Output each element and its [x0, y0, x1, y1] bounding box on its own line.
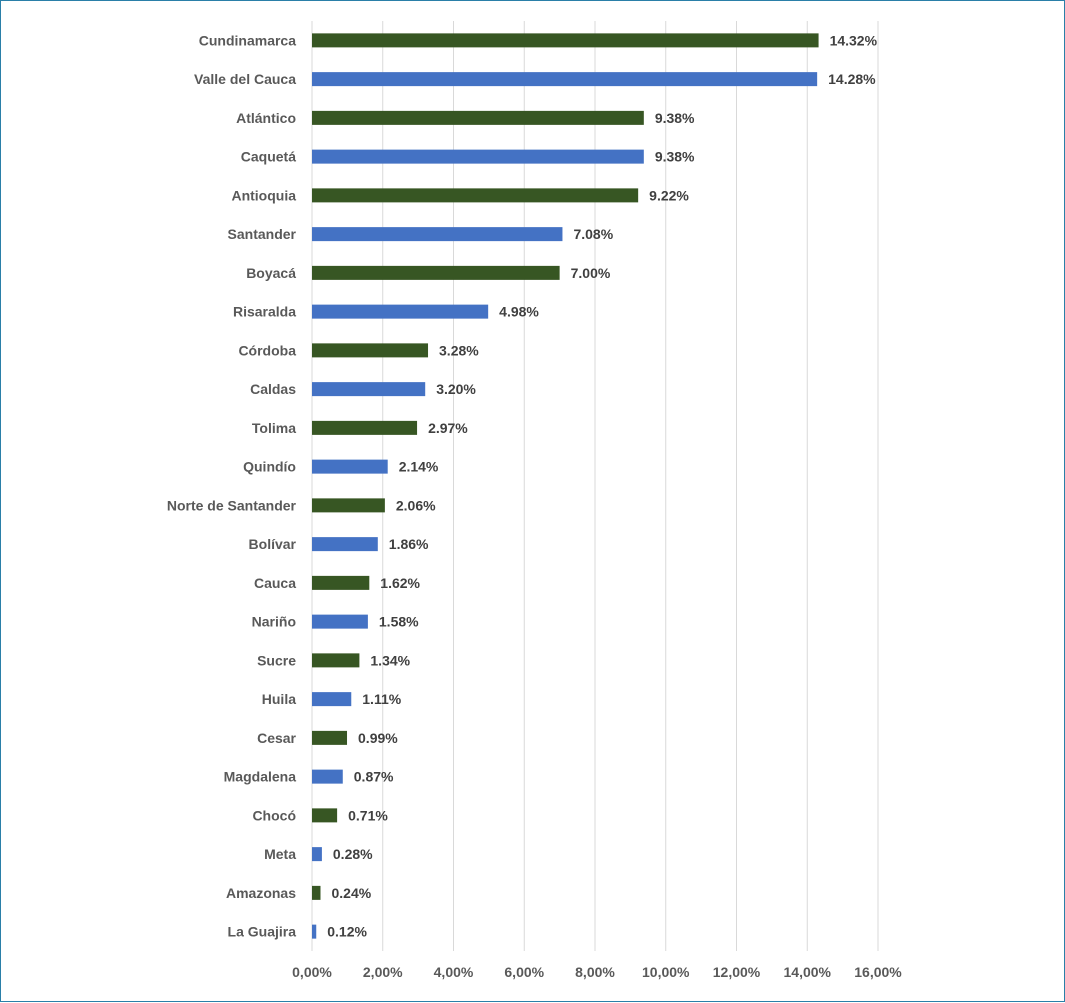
value-label: 14.28% — [828, 71, 876, 87]
value-label: 14.32% — [830, 32, 878, 48]
value-label: 0.28% — [333, 846, 373, 862]
category-label: Meta — [264, 846, 296, 862]
category-label: Risaralda — [233, 304, 296, 320]
category-label: Magdalena — [224, 769, 297, 785]
x-tick-label: 6,00% — [504, 964, 544, 980]
value-label: 2.97% — [428, 420, 468, 436]
category-label: Atlántico — [236, 110, 296, 126]
value-label: 0.87% — [354, 769, 394, 785]
category-label: Caldas — [250, 381, 296, 397]
bar — [312, 149, 644, 164]
value-label: 1.11% — [362, 691, 401, 707]
value-label: 1.58% — [379, 614, 419, 630]
value-label: 1.86% — [389, 536, 429, 552]
value-label: 0.24% — [331, 885, 371, 901]
value-label: 7.08% — [573, 226, 613, 242]
bar — [312, 459, 388, 474]
value-label: 1.34% — [370, 652, 410, 668]
category-label: Cesar — [257, 730, 296, 746]
x-tick-label: 12,00% — [713, 964, 761, 980]
category-label: Boyacá — [246, 265, 296, 281]
bar — [312, 614, 368, 629]
category-label: Amazonas — [226, 885, 296, 901]
value-label: 9.22% — [649, 187, 689, 203]
bar — [312, 382, 426, 397]
bar — [312, 227, 563, 242]
bar — [312, 769, 343, 784]
category-label: La Guajira — [228, 924, 297, 940]
bar — [312, 692, 352, 707]
value-label: 9.38% — [655, 149, 695, 165]
category-label: Huila — [262, 691, 296, 707]
x-tick-label: 4,00% — [434, 964, 474, 980]
category-label: Córdoba — [238, 342, 296, 358]
value-label: 0.12% — [327, 924, 367, 940]
x-tick-label: 0,00% — [292, 964, 332, 980]
bar — [312, 653, 360, 668]
category-label: Antioquia — [231, 187, 296, 203]
category-label: Cauca — [254, 575, 296, 591]
category-label: Norte de Santander — [167, 497, 297, 513]
category-label: Bolívar — [249, 536, 297, 552]
bar — [312, 575, 370, 590]
category-label: Santander — [228, 226, 297, 242]
bar — [312, 265, 560, 280]
value-label: 1.62% — [380, 575, 420, 591]
bar — [312, 420, 418, 435]
x-tick-label: 16,00% — [854, 964, 902, 980]
category-label: Cundinamarca — [199, 32, 296, 48]
bar — [312, 847, 322, 862]
x-tick-label: 8,00% — [575, 964, 615, 980]
bar — [312, 304, 489, 319]
bar — [312, 33, 819, 48]
bar — [312, 885, 321, 900]
value-label: 7.00% — [571, 265, 611, 281]
bar — [312, 343, 429, 358]
bar — [312, 188, 639, 203]
bar — [312, 72, 818, 87]
value-label: 3.20% — [436, 381, 476, 397]
category-label: Caquetá — [241, 149, 296, 165]
x-tick-label: 14,00% — [784, 964, 832, 980]
category-label: Quindío — [243, 459, 296, 475]
bar — [312, 924, 317, 939]
category-label: Sucre — [257, 652, 296, 668]
bar — [312, 537, 378, 552]
category-label: Valle del Cauca — [194, 71, 296, 87]
bar — [312, 808, 338, 823]
x-tick-label: 2,00% — [363, 964, 403, 980]
value-label: 2.06% — [396, 497, 436, 513]
value-label: 9.38% — [655, 110, 695, 126]
category-label: Nariño — [252, 614, 296, 630]
category-label: Tolima — [252, 420, 296, 436]
value-label: 2.14% — [399, 459, 439, 475]
value-label: 0.99% — [358, 730, 398, 746]
x-tick-label: 10,00% — [642, 964, 690, 980]
category-label: Chocó — [252, 807, 296, 823]
bar — [312, 498, 385, 513]
value-label: 3.28% — [439, 342, 479, 358]
bar — [312, 730, 348, 745]
value-label: 4.98% — [499, 304, 539, 320]
value-label: 0.71% — [348, 807, 388, 823]
bar — [312, 110, 644, 125]
